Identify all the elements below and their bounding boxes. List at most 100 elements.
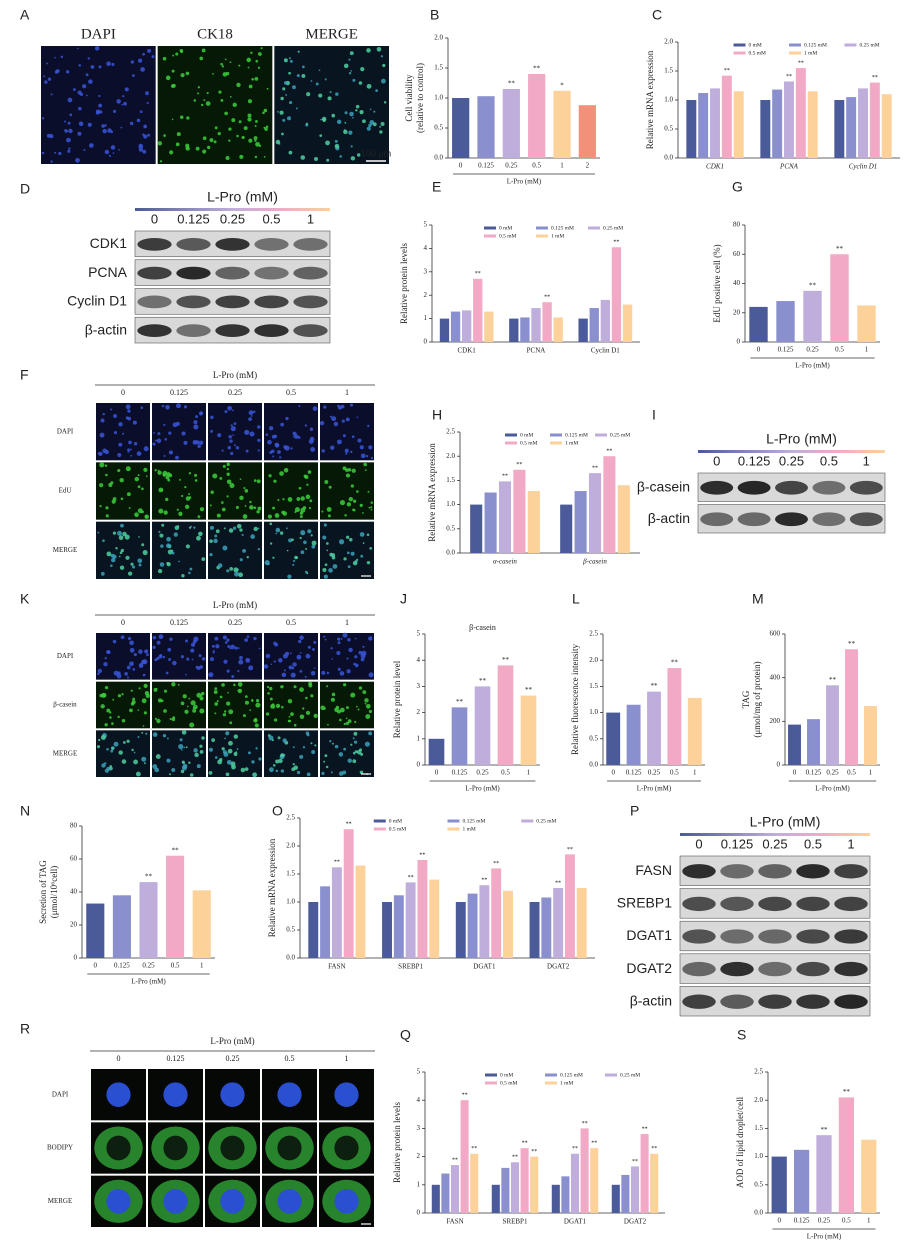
y-tick-label: 4: [424, 244, 428, 252]
y-tick-label: 0.0: [446, 549, 455, 557]
bar: [830, 254, 849, 342]
cell: [209, 138, 214, 143]
cell: [199, 749, 204, 754]
bar: [531, 308, 541, 342]
y-tick-label: 1.0: [286, 898, 295, 906]
blot-header: L-Pro (mM): [766, 431, 837, 447]
cell: [127, 571, 133, 576]
x-tick-label: 0.125: [478, 162, 494, 170]
x-tick-label: 0.25: [476, 769, 489, 777]
cell: [234, 571, 240, 577]
cell: [134, 476, 140, 482]
cell: [134, 512, 139, 518]
cell: [104, 723, 108, 727]
significance-label: **: [516, 462, 522, 468]
cell: [266, 685, 270, 689]
cell: [282, 653, 288, 659]
cell: [58, 151, 62, 156]
cell: [157, 141, 163, 146]
cell: [271, 739, 274, 742]
cell: [64, 120, 67, 123]
cell: [349, 111, 354, 117]
cell: [226, 638, 230, 642]
cell: [226, 462, 230, 467]
cell: [370, 506, 373, 509]
y-tick-label: 0: [417, 1209, 421, 1217]
cell: [103, 661, 108, 667]
bar: [588, 473, 602, 553]
bar: [86, 903, 105, 958]
x-tick-label: 0.125: [114, 962, 130, 970]
significance-label: **: [632, 1159, 638, 1165]
cell: [275, 759, 280, 764]
bar: [474, 686, 491, 765]
cell: [299, 652, 302, 654]
blot-band: [720, 896, 754, 912]
cell: [265, 653, 271, 659]
cell: [263, 664, 269, 669]
cell: [368, 123, 372, 128]
cell: [362, 690, 367, 695]
nucleus: [220, 1135, 245, 1161]
cell: [325, 140, 330, 146]
grid-header: L-Pro (mM): [213, 370, 257, 380]
cell: [323, 523, 327, 527]
cell: [237, 688, 243, 694]
bar: [484, 311, 494, 342]
significance-label: **: [522, 1141, 528, 1147]
cell: [145, 91, 149, 96]
cell: [368, 636, 373, 641]
cell: [350, 156, 356, 161]
legend-swatch: [484, 226, 496, 230]
cell: [111, 557, 116, 563]
cell: [336, 119, 342, 125]
cell: [299, 687, 304, 692]
cell: [120, 126, 123, 129]
cell: [254, 125, 257, 128]
x-tick-label: FASN: [446, 1218, 463, 1226]
column-label: 0.25: [228, 388, 242, 397]
cell: [313, 713, 318, 719]
cell: [104, 149, 110, 155]
panel-letter: A: [20, 7, 30, 23]
column-label: CK18: [197, 26, 233, 42]
panel-letter: B: [430, 7, 439, 23]
cell: [143, 134, 148, 139]
cell: [131, 74, 135, 77]
nucleus: [334, 1135, 359, 1161]
cell: [119, 477, 124, 483]
cell: [366, 48, 371, 53]
panel-letter: J: [400, 591, 407, 607]
cell: [224, 737, 226, 740]
legend-label: 1 mM: [804, 50, 817, 56]
cell: [238, 120, 242, 124]
cell: [111, 62, 115, 66]
cell: [280, 753, 285, 758]
bar: [491, 1184, 500, 1213]
cell: [135, 771, 141, 777]
bar: [393, 895, 404, 958]
cell: [122, 432, 125, 435]
cell: [253, 636, 257, 641]
cell: [113, 741, 119, 747]
cell: [358, 81, 363, 85]
cell: [169, 150, 174, 155]
cell: [104, 686, 109, 690]
blot-band: [293, 295, 328, 309]
x-tick-label: 1: [867, 1217, 871, 1225]
cell: [120, 548, 125, 553]
cell: [222, 713, 227, 717]
cell: [282, 738, 287, 743]
cell: [249, 709, 252, 712]
cell: [367, 424, 370, 428]
cell: [254, 155, 258, 159]
significance-label: **: [462, 1093, 468, 1099]
cell: [336, 439, 342, 445]
bar: [733, 91, 744, 158]
legend-label: 1 mM: [560, 1080, 573, 1086]
y-tick-label: 2: [417, 1152, 421, 1160]
panel-letter: D: [20, 181, 30, 197]
cell: [117, 452, 122, 457]
bar: [355, 865, 366, 958]
x-tick-label: CDK1: [458, 347, 477, 355]
